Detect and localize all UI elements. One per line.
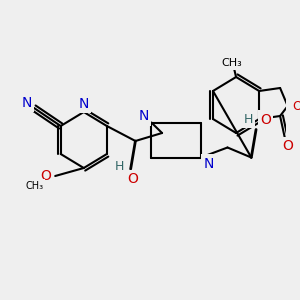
- Text: O: O: [292, 100, 300, 112]
- Text: N: N: [203, 157, 214, 170]
- Text: O: O: [282, 139, 293, 153]
- Text: CH₃: CH₃: [25, 181, 43, 191]
- Text: O: O: [40, 169, 51, 183]
- Text: N: N: [21, 96, 32, 110]
- Text: O: O: [127, 172, 138, 186]
- Text: H: H: [244, 113, 253, 126]
- Text: H: H: [115, 160, 124, 173]
- Text: N: N: [139, 110, 149, 124]
- Text: O: O: [260, 112, 271, 127]
- Text: N: N: [79, 97, 89, 111]
- Text: CH₃: CH₃: [221, 58, 242, 68]
